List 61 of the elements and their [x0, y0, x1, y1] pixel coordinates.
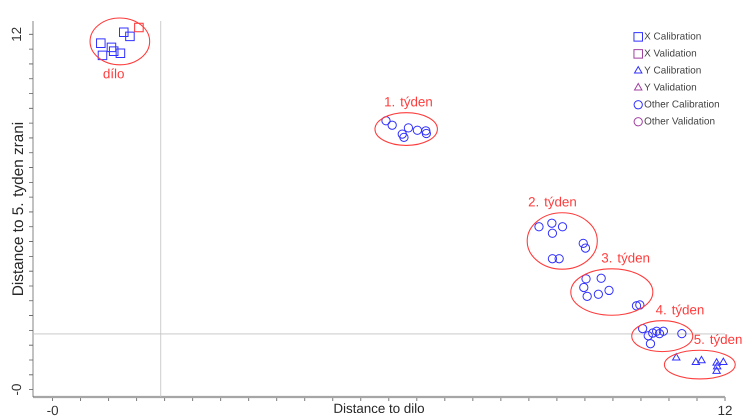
annotation: 4. týden: [656, 304, 704, 318]
point: [116, 48, 126, 58]
point: [632, 301, 642, 310]
annotation: 2. týden: [528, 196, 576, 210]
point: [596, 274, 606, 283]
legend-label: Y Calibration: [644, 66, 701, 74]
point: [547, 218, 556, 228]
point: [404, 123, 414, 133]
legend-label: Other Calibration: [644, 100, 720, 108]
point: [658, 326, 668, 336]
point: [548, 254, 558, 264]
point: [697, 356, 706, 364]
point: [106, 42, 116, 52]
point: [558, 222, 568, 232]
point: [398, 129, 407, 139]
y-axis-title: Distance to 5. tyden zrani: [12, 122, 26, 295]
point: [421, 126, 430, 136]
point: [604, 286, 614, 296]
point: [719, 358, 728, 365]
point: [635, 300, 644, 310]
point: [638, 324, 648, 334]
point: [646, 339, 656, 348]
point: [677, 329, 686, 338]
point: [388, 120, 397, 130]
legend-label: X Calibration: [644, 32, 701, 40]
legend-label: X Validation: [644, 49, 696, 57]
point: [594, 290, 604, 299]
point: [644, 331, 653, 340]
point: [580, 243, 590, 253]
point: [412, 126, 422, 135]
point: [98, 50, 108, 60]
annotation: dílo: [104, 68, 124, 78]
point: [134, 22, 144, 32]
annotation: 1. týden: [385, 96, 432, 110]
annotation: 5. týden: [694, 334, 742, 347]
annotation: 3. týden: [602, 252, 650, 266]
point: [125, 32, 135, 42]
point: [712, 358, 721, 366]
point: [692, 358, 700, 365]
point: [654, 329, 664, 338]
legend-label: Other Validation: [644, 117, 714, 125]
point: [119, 27, 129, 38]
point: [712, 366, 721, 374]
x-axis-title: Distance to dilo: [334, 403, 424, 414]
point: [648, 328, 658, 338]
point: [581, 274, 591, 284]
point: [672, 353, 680, 361]
point: [548, 228, 558, 238]
point: [108, 46, 118, 56]
point: [712, 362, 722, 370]
point: [399, 132, 409, 142]
point: [422, 128, 431, 138]
point: [578, 238, 588, 248]
point: [381, 116, 391, 126]
point: [652, 326, 662, 336]
point: [554, 254, 564, 264]
point: [96, 38, 106, 48]
point: [579, 282, 588, 292]
point: [534, 222, 544, 232]
legend-label: Y Validation: [644, 83, 696, 91]
point: [582, 292, 592, 301]
